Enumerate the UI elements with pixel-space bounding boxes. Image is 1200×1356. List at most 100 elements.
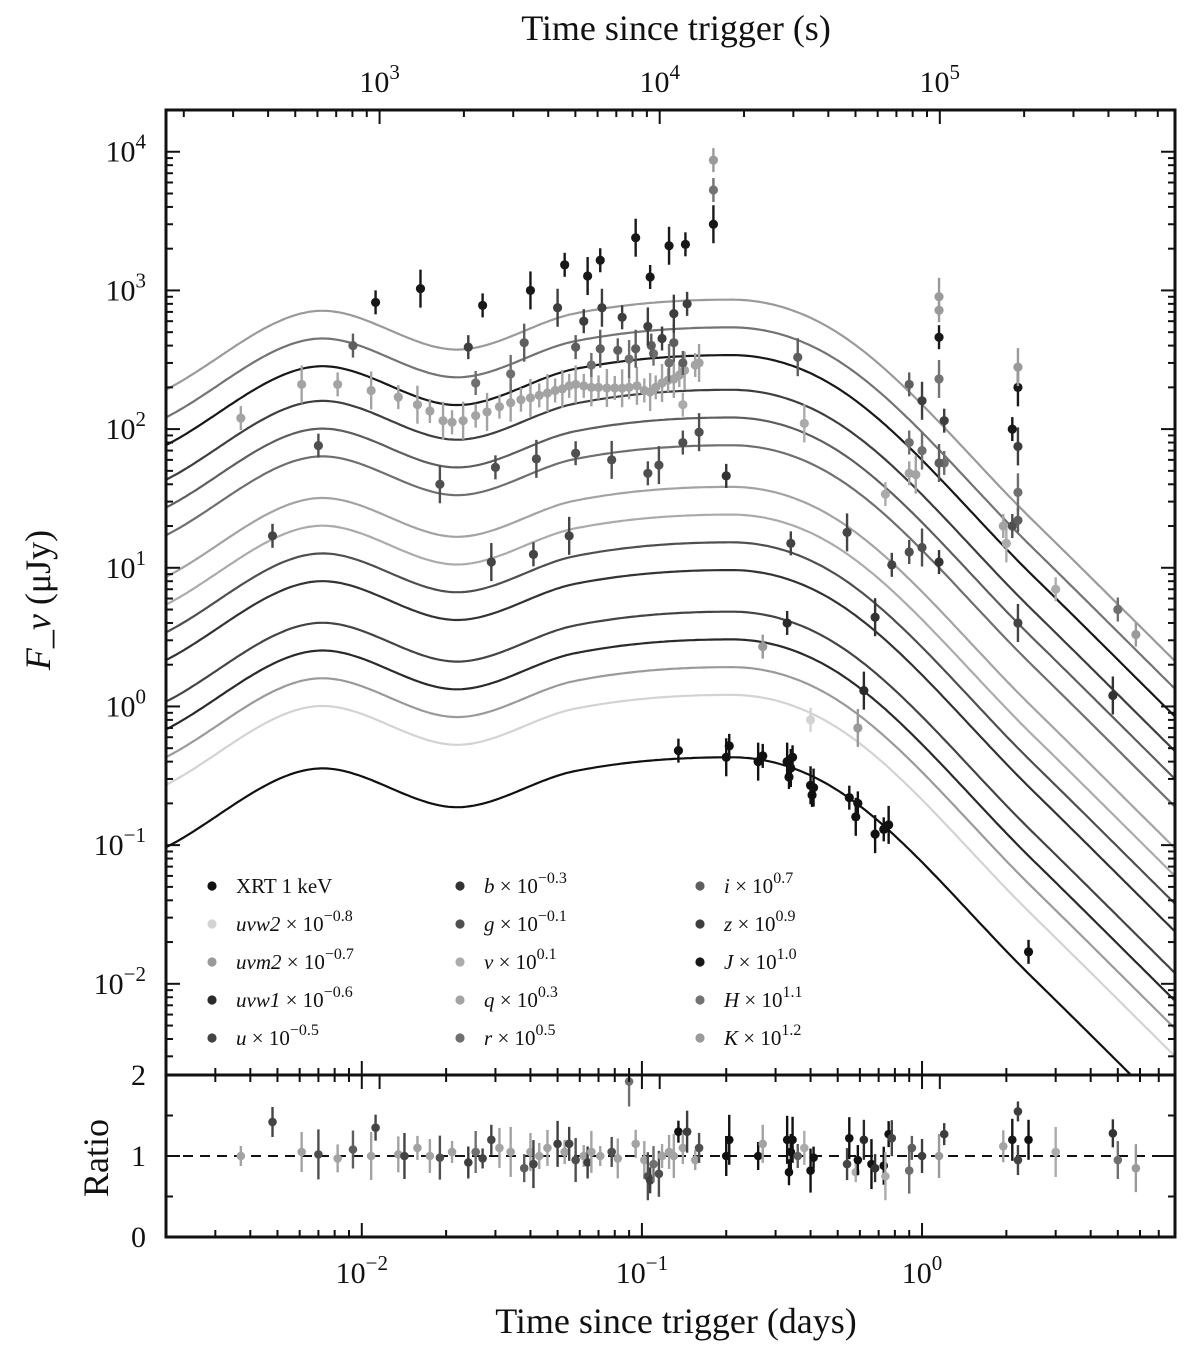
ratio-point — [842, 1159, 852, 1169]
data-point — [786, 763, 796, 773]
data-point — [669, 309, 679, 319]
top-tick-label: 105 — [920, 60, 961, 99]
data-point — [313, 441, 324, 451]
ratio-y-tick-label: 0 — [131, 1221, 146, 1254]
ratio-point — [529, 1159, 538, 1169]
ratio-point — [690, 1155, 700, 1165]
ratio-point — [907, 1143, 917, 1153]
legend-marker — [455, 995, 465, 1005]
data-point — [435, 479, 445, 489]
y-tick-label: 104 — [106, 130, 147, 169]
y-tick-label: 102 — [106, 407, 147, 446]
data-point — [1051, 584, 1061, 594]
ratio-point — [784, 1167, 794, 1177]
x-tick-label: 10−1 — [616, 1251, 668, 1290]
ratio-point — [333, 1154, 342, 1163]
data-point — [607, 455, 617, 465]
ratio-point — [870, 1163, 880, 1173]
ratio-point — [788, 1135, 797, 1145]
legend-marker — [207, 881, 217, 891]
ratio-point — [669, 1151, 679, 1161]
data-point — [236, 413, 246, 423]
data-point — [643, 468, 653, 478]
data-point — [669, 338, 679, 348]
data-point — [478, 300, 488, 310]
ratio-point — [366, 1151, 376, 1161]
ratio-point — [649, 1159, 658, 1169]
model-curve-g — [166, 541, 1175, 905]
ratio-point — [1113, 1155, 1123, 1165]
data-point — [853, 723, 863, 733]
data-point — [490, 462, 501, 472]
data-point — [934, 557, 944, 567]
data-point — [370, 297, 381, 307]
ratio-point — [348, 1145, 358, 1154]
data-point — [348, 341, 358, 351]
ratio-point — [579, 1151, 589, 1161]
data-point — [528, 549, 539, 559]
ratio-point — [674, 1127, 683, 1136]
data-point — [1013, 618, 1023, 628]
data-point — [904, 547, 914, 557]
data-point — [673, 746, 684, 756]
data-point — [678, 358, 688, 368]
legend-marker — [207, 1033, 217, 1043]
ratio-point — [939, 1129, 949, 1139]
legend-label: q × 100.3 — [484, 984, 558, 1012]
ratio-point — [413, 1143, 422, 1153]
data-point — [586, 360, 596, 370]
data-point — [550, 385, 560, 396]
ratio-point — [571, 1155, 580, 1165]
data-point — [438, 416, 448, 426]
data-point — [571, 342, 581, 352]
ratio-panel-layer — [166, 1075, 1175, 1201]
data-point — [645, 272, 655, 282]
legend-label: z × 100.9 — [723, 908, 796, 936]
legend-marker — [695, 919, 705, 929]
data-point — [412, 400, 423, 410]
data-point — [617, 312, 627, 322]
data-point — [624, 354, 634, 364]
ratio-point — [400, 1151, 409, 1161]
data-point — [1023, 947, 1034, 957]
data-point — [654, 460, 664, 470]
data-point — [844, 793, 854, 803]
legend-marker — [455, 919, 465, 929]
data-point — [998, 521, 1008, 531]
data-point — [463, 342, 473, 352]
model-curve-xrt-1-kev — [166, 756, 1133, 1075]
legend-label: uvm2 × 10−0.7 — [236, 946, 354, 974]
y-axis-title: F_ν (μJy) — [18, 530, 58, 671]
legend: XRT 1 keV uvw2 × 10−0.8 uvm2 × 10−0.7 uvw1 … — [207, 870, 803, 1050]
ratio-point — [487, 1135, 496, 1145]
ratio-point — [724, 1135, 734, 1145]
legend-label: u × 10−0.5 — [236, 1022, 319, 1050]
ratio-point — [758, 1139, 768, 1149]
legend-label: uvw1 × 10−0.6 — [236, 984, 353, 1012]
data-point — [643, 321, 653, 332]
ratio-point — [587, 1147, 596, 1157]
data-point — [593, 382, 604, 392]
data-point — [482, 407, 492, 417]
legend-label: r × 100.5 — [484, 1022, 556, 1050]
x-tick-label: 10−2 — [336, 1251, 388, 1290]
ratio-point — [564, 1139, 574, 1149]
ratio-point — [314, 1150, 323, 1159]
data-point — [870, 829, 880, 839]
ratio-point — [447, 1147, 457, 1157]
data-point — [904, 379, 914, 390]
data-point — [542, 388, 553, 398]
data-point — [934, 332, 944, 342]
ratio-point — [607, 1147, 616, 1157]
top-axis-title: Time since trigger (s) — [521, 8, 831, 48]
data-point — [853, 798, 863, 808]
legend-label: b × 10−0.3 — [484, 870, 567, 898]
legend-marker — [695, 881, 705, 891]
data-point — [393, 392, 403, 402]
model-curve-v — [166, 513, 1175, 877]
y-tick-label: 10−2 — [94, 962, 146, 1001]
ratio-point — [694, 1143, 704, 1153]
y-tick-label: 10−1 — [94, 823, 146, 862]
data-point — [784, 772, 794, 782]
